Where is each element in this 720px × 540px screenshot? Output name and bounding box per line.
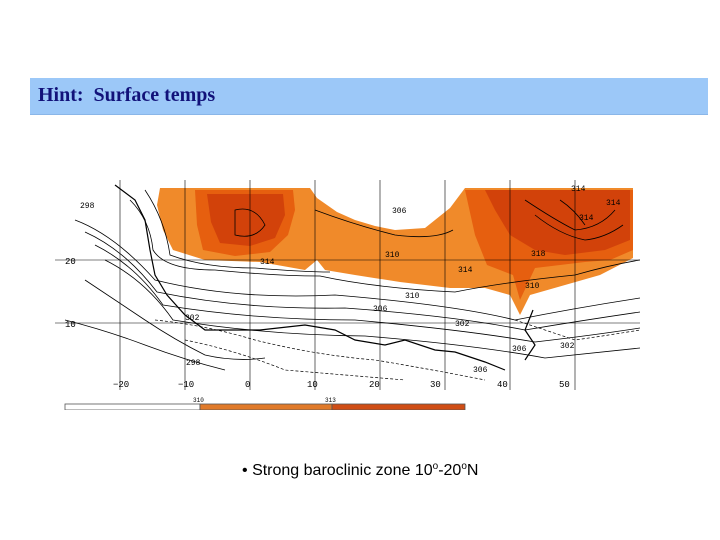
slide-title: Hint: Surface temps bbox=[38, 84, 216, 106]
contour-label: 314 bbox=[260, 258, 275, 267]
dashed-contours bbox=[154, 319, 641, 381]
lon-label: −10 bbox=[178, 380, 194, 390]
bullet-text: Strong baroclinic zone 10 bbox=[252, 462, 433, 479]
colorbar: 310 313 bbox=[64, 397, 466, 411]
coastline bbox=[114, 184, 536, 371]
contour-label: 302 bbox=[455, 320, 470, 329]
contour-label: 310 bbox=[405, 292, 420, 301]
colorbar-label: 310 bbox=[193, 397, 204, 404]
bullet-text: -20 bbox=[438, 462, 462, 479]
title-bar: Hint: Surface temps bbox=[30, 78, 708, 115]
contour-label: 310 bbox=[525, 282, 540, 291]
contour-label: 318 bbox=[531, 250, 546, 259]
bullet-text: N bbox=[466, 462, 479, 479]
bullet-marker: • bbox=[242, 462, 248, 479]
contour-label: 306 bbox=[512, 345, 527, 354]
contour-label: 314 bbox=[606, 199, 621, 208]
colorbar-label: 313 bbox=[325, 397, 336, 404]
lon-label: 10 bbox=[307, 380, 318, 390]
contour-label: 314 bbox=[579, 214, 594, 223]
lat-label: 10 bbox=[65, 320, 76, 330]
degree-superscript: o bbox=[432, 461, 439, 472]
contour-label: 314 bbox=[458, 266, 473, 275]
lon-label: 40 bbox=[497, 380, 508, 390]
lon-label: 30 bbox=[430, 380, 441, 390]
degree-superscript: o bbox=[461, 461, 467, 472]
surface-temperature-map: 20 10 −20 −10 0 10 20 30 40 50 298 306 3… bbox=[55, 180, 641, 411]
contour-label: 302 bbox=[185, 314, 200, 323]
bullet-point: • Strong baroclinic zone 10o-20oN bbox=[242, 461, 478, 480]
lon-label: −20 bbox=[113, 380, 129, 390]
grid bbox=[55, 180, 640, 390]
contour-label: 306 bbox=[392, 207, 407, 216]
contour-label: 306 bbox=[473, 366, 488, 375]
contour-label: 310 bbox=[385, 251, 400, 260]
contour-label: 298 bbox=[186, 359, 201, 368]
shade-dark-west bbox=[207, 194, 285, 246]
contour-label: 314 bbox=[571, 185, 586, 194]
lon-label: 0 bbox=[245, 380, 250, 390]
contours bbox=[64, 189, 641, 371]
lon-label: 50 bbox=[559, 380, 570, 390]
lon-label: 20 bbox=[369, 380, 380, 390]
map-svg: 20 10 −20 −10 0 10 20 30 40 50 298 306 3… bbox=[55, 180, 641, 411]
contour-label: 302 bbox=[560, 342, 575, 351]
contour-label: 298 bbox=[80, 202, 95, 211]
lat-label: 20 bbox=[65, 257, 76, 267]
contour-label: 306 bbox=[373, 305, 388, 314]
